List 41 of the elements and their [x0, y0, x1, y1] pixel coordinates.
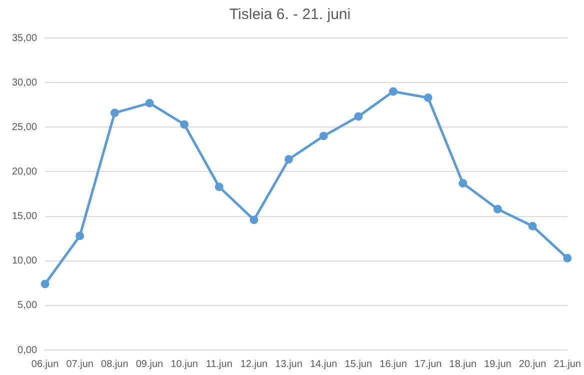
x-tick-label: 10.jun: [170, 358, 198, 370]
x-tick-label: 19.jun: [484, 358, 512, 370]
x-tick-label: 08.jun: [101, 358, 128, 370]
point: [563, 254, 572, 262]
y-tick-label: 5,00: [18, 300, 38, 312]
x-tick-label: 07.jun: [66, 358, 94, 370]
point: [40, 280, 50, 288]
point: [145, 98, 154, 108]
point: [250, 216, 258, 224]
x-tick-label: 12.jun: [240, 358, 268, 370]
point: [284, 154, 294, 164]
y-tick-label: 30,00: [12, 77, 38, 88]
x-tick-label: 13.jun: [275, 358, 302, 370]
point: [214, 182, 224, 192]
point: [389, 87, 398, 96]
point: [180, 120, 189, 129]
point: [424, 93, 432, 102]
x-tick-label: 15.jun: [344, 358, 372, 370]
x-tick-label: 16.jun: [380, 358, 407, 370]
point: [319, 132, 328, 140]
x-tick-label: 18.jun: [449, 358, 477, 370]
x-tick-label: 20.jun: [518, 358, 546, 370]
point: [76, 232, 84, 240]
x-tick-label: 14.jun: [310, 358, 338, 370]
x-tick-label: 11.jun: [206, 358, 232, 370]
x-tick-label: 06.jun: [31, 358, 59, 370]
y-tick-label: 10,00: [12, 256, 38, 267]
y-tick-label: 35,00: [12, 32, 38, 44]
y-tick-label: 25,00: [12, 122, 38, 133]
chart-title: Tisleia 6. - 21. juni: [229, 6, 351, 24]
x-tick-label: 17.jun: [414, 358, 442, 370]
point: [354, 112, 363, 121]
y-tick-label: 20,00: [12, 166, 38, 178]
point: [528, 222, 537, 230]
point: [493, 204, 502, 214]
y-tick-label: 0,00: [18, 344, 38, 356]
point: [110, 108, 119, 118]
x-tick-label: 21.jun: [554, 358, 581, 370]
y-tick-label: 15,00: [12, 211, 38, 222]
point: [458, 179, 468, 188]
x-tick-label: 09.jun: [136, 358, 164, 370]
